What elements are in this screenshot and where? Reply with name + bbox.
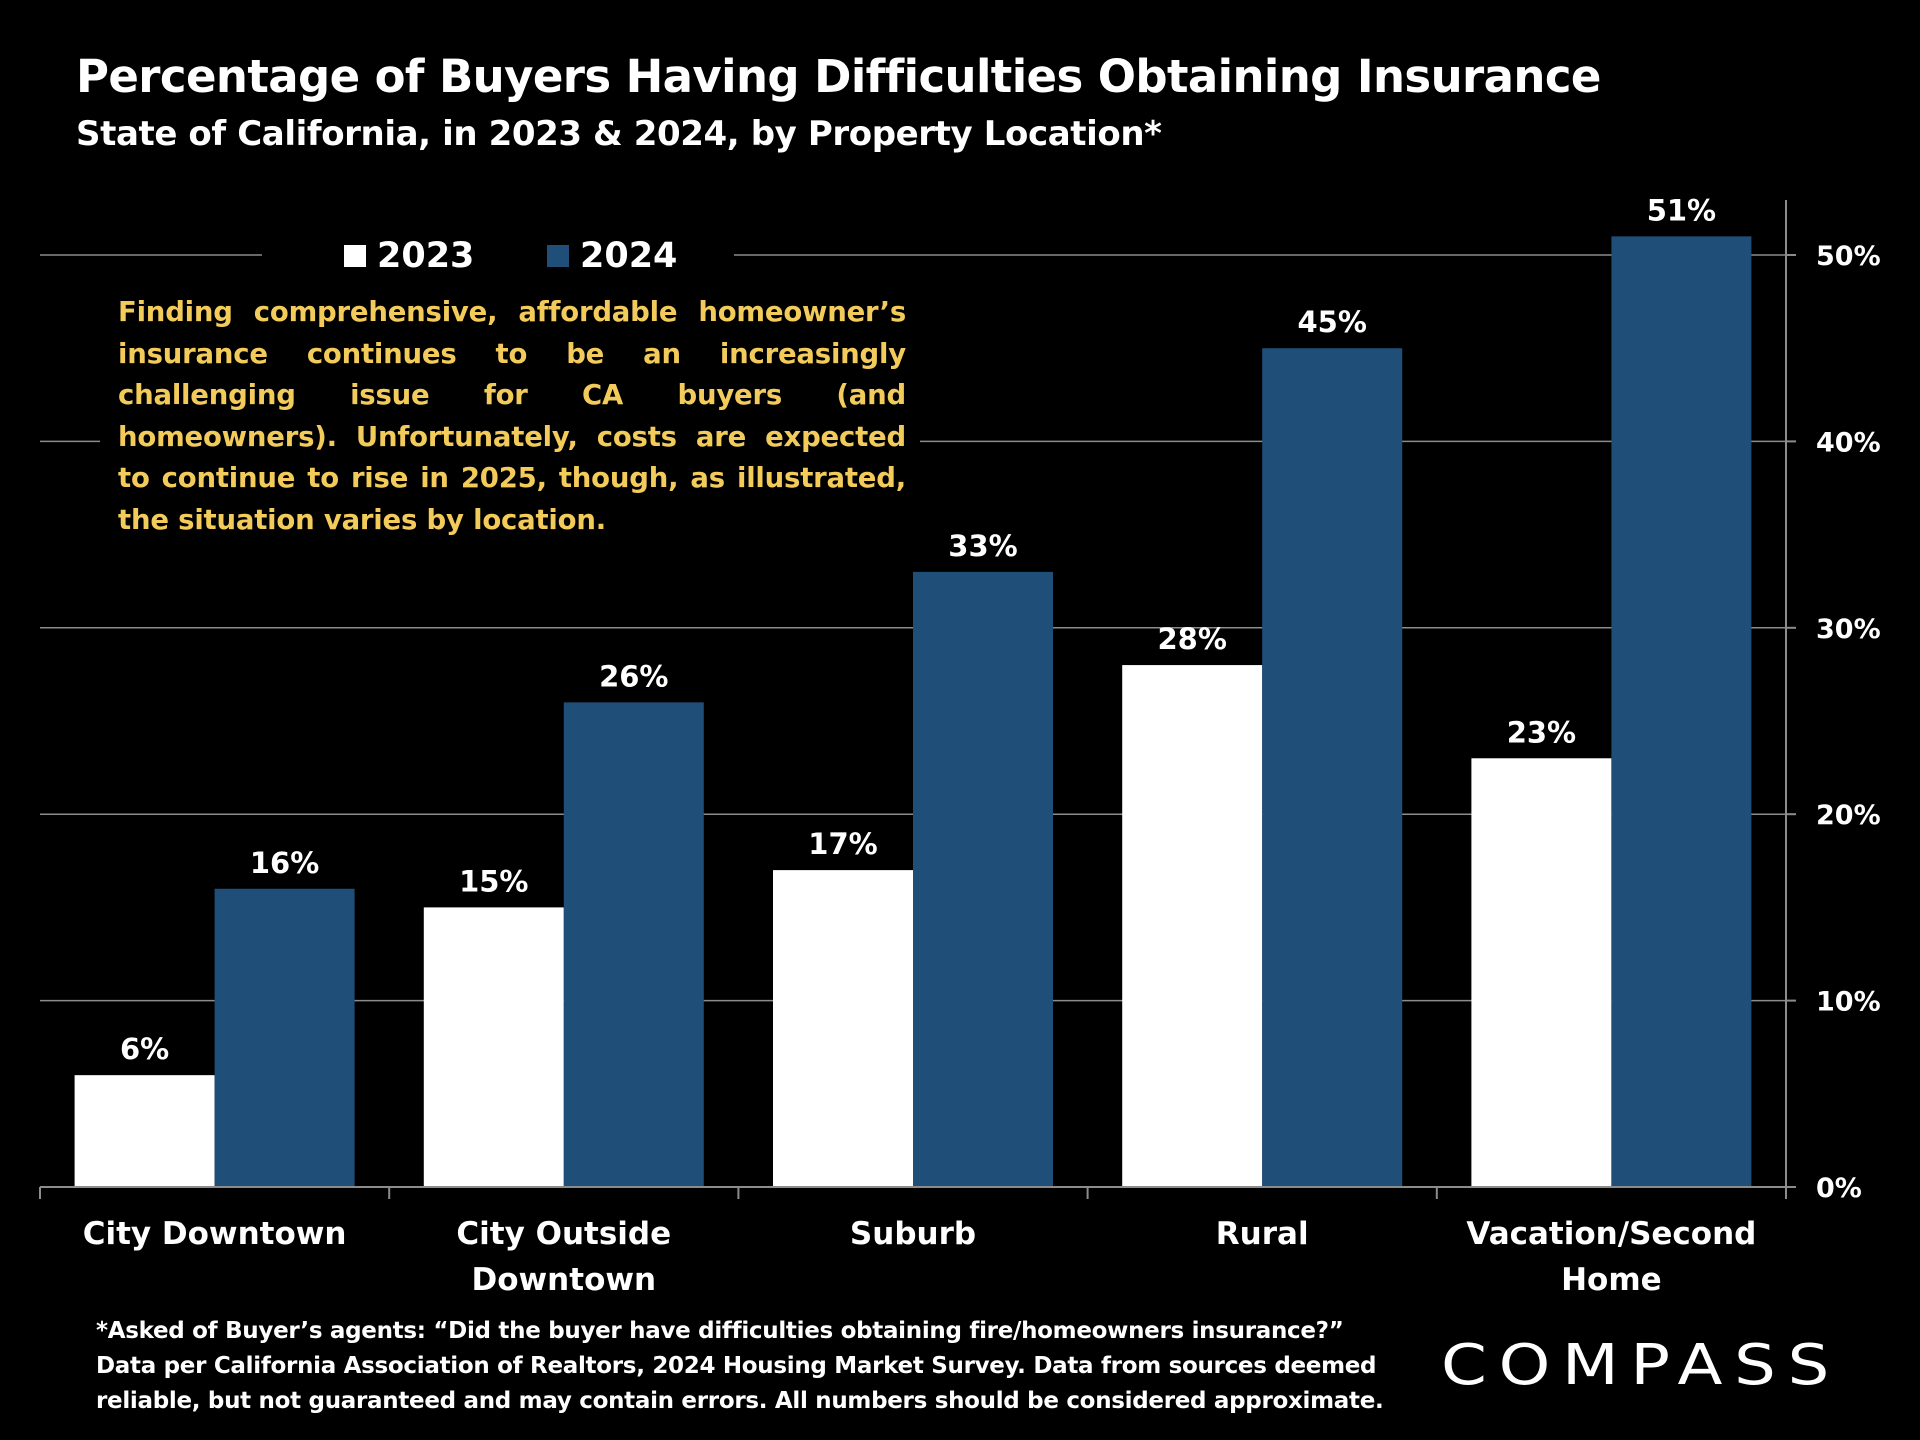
data-label-2024: 33% bbox=[948, 529, 1017, 563]
data-label-2024: 16% bbox=[250, 846, 319, 880]
x-tick-label: Rural bbox=[1216, 1216, 1309, 1252]
data-label-2023: 28% bbox=[1157, 622, 1226, 656]
bar-2023 bbox=[423, 907, 564, 1187]
y-tick-label: 20% bbox=[1816, 800, 1881, 831]
footnote-line-3: reliable, but not guaranteed and may con… bbox=[96, 1388, 1384, 1414]
y-tick-label: 10% bbox=[1816, 987, 1881, 1018]
bar-2024 bbox=[1262, 348, 1403, 1187]
axes: 0% 10% 20% 30% 40% 50% City Downtown City Outsi… bbox=[39, 200, 1881, 1298]
bar-2024 bbox=[563, 702, 704, 1187]
data-labels: 6% 16% 15% 26% 17% 33% 28% 45% 23% 51% bbox=[120, 193, 1716, 1066]
legend-swatch-2024 bbox=[547, 245, 569, 267]
footnote-line-1: *Asked of Buyer’s agents: “Did the buyer… bbox=[96, 1318, 1344, 1344]
x-tick-label: City Downtown bbox=[83, 1216, 347, 1252]
annotation-text: Finding comprehensive, affordable homeow… bbox=[118, 296, 906, 536]
data-label-2023: 23% bbox=[1507, 715, 1576, 749]
legend-label-2024: 2024 bbox=[580, 236, 677, 276]
data-label-2024: 45% bbox=[1297, 305, 1366, 339]
bar-2023 bbox=[773, 870, 913, 1187]
x-tick-label: Vacation/Second bbox=[1466, 1216, 1756, 1252]
compass-logo: COMPASS bbox=[1441, 1333, 1841, 1394]
data-label-2023: 6% bbox=[120, 1032, 169, 1066]
data-label-2024: 26% bbox=[599, 659, 668, 693]
legend-background bbox=[262, 225, 734, 285]
bar-2024 bbox=[214, 888, 355, 1187]
legend-swatch-2023 bbox=[344, 245, 366, 267]
legend-label-2023: 2023 bbox=[377, 236, 474, 276]
y-tick-label: 40% bbox=[1816, 427, 1881, 458]
x-tick-label: Suburb bbox=[850, 1216, 976, 1252]
y-tick-label: 0% bbox=[1816, 1173, 1862, 1204]
x-tick-label: Downtown bbox=[472, 1262, 657, 1298]
y-tick-label: 50% bbox=[1816, 241, 1881, 272]
bar-2023 bbox=[1122, 665, 1263, 1187]
bar-2023 bbox=[74, 1075, 215, 1187]
x-tick-label: City Outside bbox=[456, 1216, 671, 1252]
compass-logo-text: COMPASS bbox=[1441, 1333, 1841, 1394]
data-label-2023: 15% bbox=[459, 864, 528, 898]
footnote-line-2: Data per California Association of Realt… bbox=[96, 1353, 1377, 1379]
footnote: *Asked of Buyer’s agents: “Did the buyer… bbox=[96, 1314, 1384, 1419]
chart-title: Percentage of Buyers Having Difficulties… bbox=[76, 50, 1601, 103]
legend: 2023 2024 bbox=[100, 225, 920, 456]
bar-2023 bbox=[1471, 758, 1612, 1187]
y-tick-label: 30% bbox=[1816, 614, 1881, 645]
data-label-2024: 51% bbox=[1647, 193, 1716, 227]
data-label-2023: 17% bbox=[808, 827, 877, 861]
bar-2024 bbox=[1611, 236, 1752, 1188]
chart-subtitle: State of California, in 2023 & 2024, by … bbox=[76, 114, 1162, 154]
bars bbox=[74, 236, 1752, 1188]
annotation-background bbox=[100, 427, 920, 456]
x-tick-label: Home bbox=[1561, 1262, 1662, 1298]
bar-2024 bbox=[913, 571, 1053, 1187]
